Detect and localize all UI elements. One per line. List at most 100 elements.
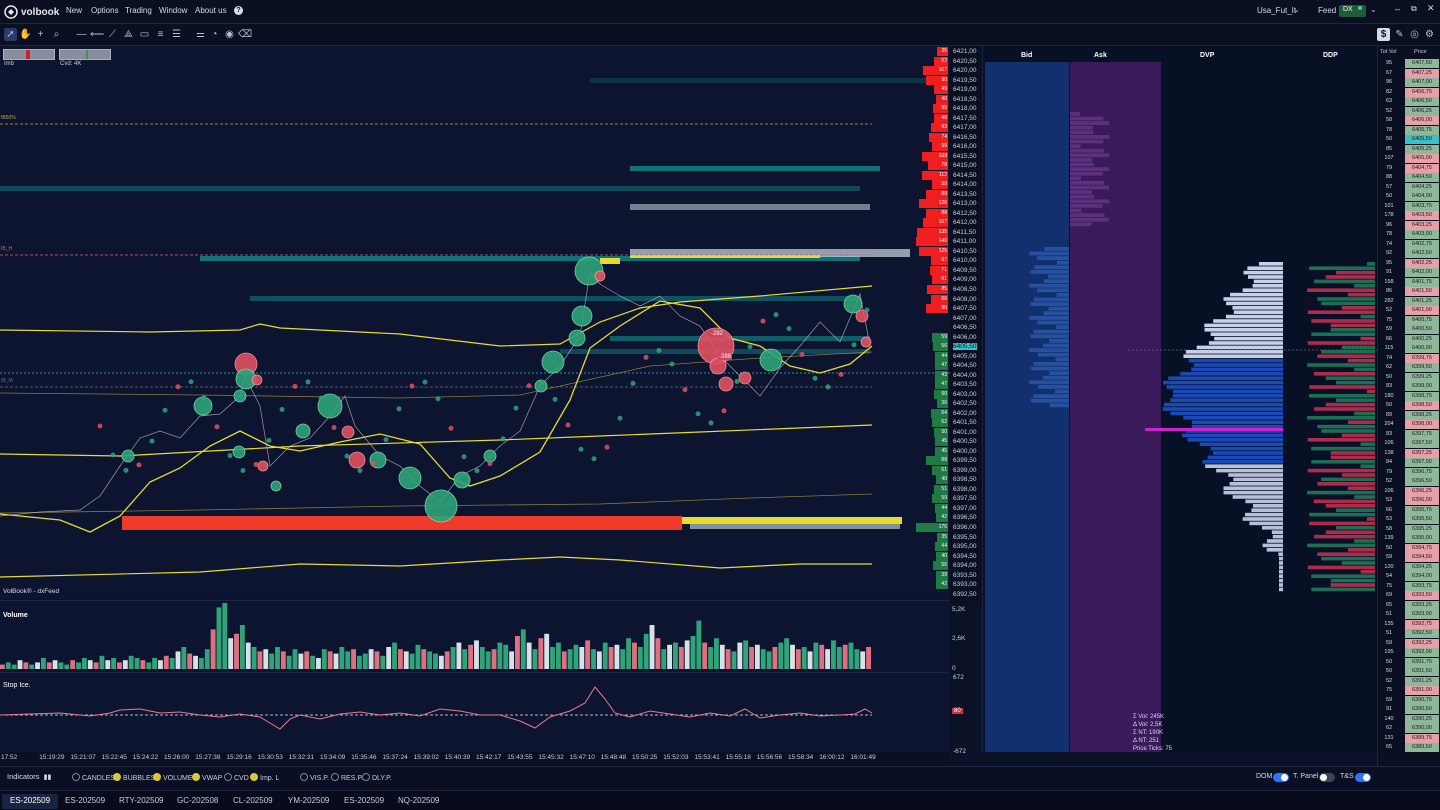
ladder-row[interactable]: 78 6403,00: [1378, 230, 1440, 239]
ladder-row[interactable]: 82 6406,75: [1378, 87, 1440, 97]
ladder-row[interactable]: 52 6391,25: [1378, 676, 1440, 686]
minimize-icon[interactable]: –: [1395, 4, 1401, 14]
price-axis[interactable]: 6421,00 6420,50 6420,00 6419,50 6419,00 6418,…: [950, 46, 982, 606]
ladder-row[interactable]: 50 6391,75: [1378, 657, 1440, 667]
tab-rty-202509[interactable]: RTY-202509: [119, 796, 164, 805]
ladder-row[interactable]: 75 6391,00: [1378, 686, 1440, 695]
ladder-row[interactable]: 106 6397,50: [1378, 439, 1440, 448]
tab-es-202509[interactable]: ES-202509: [65, 796, 106, 805]
opt-bubbles[interactable]: BUBBLES: [113, 773, 155, 782]
menu-about[interactable]: About us: [195, 6, 227, 15]
menu-options[interactable]: Options: [91, 6, 119, 15]
ladder-row[interactable]: 83 6399,00: [1378, 382, 1440, 391]
ladder-row[interactable]: 115 6400,00: [1378, 344, 1440, 353]
ladder-row[interactable]: 75 6400,75: [1378, 315, 1440, 325]
ladder-row[interactable]: 85 6405,25: [1378, 144, 1440, 154]
hand-icon[interactable]: ✋: [19, 29, 32, 40]
ladder-row[interactable]: 52 6396,50: [1378, 477, 1440, 486]
ladder-row[interactable]: 95 6407,50: [1378, 59, 1440, 68]
ladder-row[interactable]: 139 6395,00: [1378, 534, 1440, 543]
ladder-row[interactable]: 88 6404,50: [1378, 173, 1440, 182]
price-chart[interactable]: Imb Cvd: 4K IB50% IB_H IB_M -282 -388 Vo…: [0, 46, 950, 599]
ladder-row[interactable]: 138 6397,25: [1378, 448, 1440, 458]
indicators-button[interactable]: Indicators ▮▮: [7, 772, 51, 781]
ladder-row[interactable]: 50 6399,25: [1378, 372, 1440, 382]
ladder-row[interactable]: 92 6402,50: [1378, 249, 1440, 258]
tab-es-202509[interactable]: ES-202509: [344, 796, 385, 805]
ladder-row[interactable]: 59 6400,50: [1378, 325, 1440, 334]
ladder-row[interactable]: 58 6395,25: [1378, 524, 1440, 534]
cvd-widget[interactable]: [59, 49, 111, 60]
ladder-row[interactable]: 50 6404,00: [1378, 192, 1440, 201]
ladder-row[interactable]: 158 6401,75: [1378, 277, 1440, 287]
opt-dly-p[interactable]: DLY.P.: [362, 773, 392, 782]
gear-icon[interactable]: ⚙: [1425, 29, 1434, 40]
ladder-row[interactable]: 59 6390,75: [1378, 695, 1440, 705]
ts-ladder[interactable]: Tot Vol Price 95 6407,50 67 6407,25 96 6407,0…: [1377, 46, 1440, 786]
ladder-row[interactable]: 50 6394,75: [1378, 543, 1440, 553]
opt-imp-l[interactable]: Imp. L: [250, 773, 279, 782]
imb-widget[interactable]: [3, 49, 55, 60]
ladder-row[interactable]: 66 6395,75: [1378, 505, 1440, 515]
feed-badge[interactable]: DX: [1339, 5, 1366, 17]
ladder-row[interactable]: 67 6407,25: [1378, 68, 1440, 78]
ladder-row[interactable]: 62 6390,00: [1378, 724, 1440, 733]
ladder-row[interactable]: 52 6401,00: [1378, 306, 1440, 315]
ladder-row[interactable]: 75 6393,75: [1378, 581, 1440, 591]
hline-icon[interactable]: —: [76, 29, 87, 40]
opt-volume[interactable]: VOLUME: [153, 773, 193, 782]
zoom-icon[interactable]: ⌕: [53, 29, 60, 40]
ladder-row[interactable]: 58 6406,00: [1378, 116, 1440, 125]
ladder-row[interactable]: 69 6393,50: [1378, 591, 1440, 600]
ladder-row[interactable]: 131 6389,75: [1378, 733, 1440, 743]
ladder-row[interactable]: 59 6394,50: [1378, 553, 1440, 562]
cursor-icon[interactable]: ➚: [4, 28, 17, 41]
opt-cvd[interactable]: CVD: [224, 773, 249, 782]
ladder-row[interactable]: 50 6398,50: [1378, 401, 1440, 410]
tab-cl-202509[interactable]: CL-202509: [233, 796, 273, 805]
settings-sliders-icon[interactable]: ⚌: [196, 29, 205, 40]
ladder-row[interactable]: 96 6403,25: [1378, 220, 1440, 230]
ladder-row[interactable]: 78 6405,75: [1378, 125, 1440, 135]
ladder-row[interactable]: 79 6404,75: [1378, 163, 1440, 173]
ladder-row[interactable]: 57 6404,25: [1378, 182, 1440, 192]
menu-new[interactable]: New: [66, 6, 83, 15]
menu-trading[interactable]: Trading: [125, 6, 152, 15]
opt-vwap[interactable]: VWAP: [192, 773, 222, 782]
ladder-row[interactable]: 79 6396,75: [1378, 467, 1440, 477]
ladder-row[interactable]: 178 6403,50: [1378, 211, 1440, 220]
ladder-row[interactable]: 95 6402,25: [1378, 258, 1440, 268]
ladder-row[interactable]: 65 6389,50: [1378, 743, 1440, 752]
comment-icon[interactable]: ◉: [225, 29, 234, 40]
workspace-select[interactable]: Usa_Fut_It: [1257, 6, 1297, 15]
ladder-row[interactable]: 63 6406,50: [1378, 97, 1440, 106]
ladder-row[interactable]: 135 6392,75: [1378, 619, 1440, 629]
ladder-row[interactable]: 84 6397,00: [1378, 458, 1440, 467]
app-logo[interactable]: volbook: [4, 4, 59, 20]
rectangle-icon[interactable]: ▭: [139, 29, 150, 40]
ladder-row[interactable]: 66 6400,25: [1378, 334, 1440, 344]
restore-icon[interactable]: ⧉: [1411, 4, 1417, 13]
ladder-row[interactable]: 51 6392,50: [1378, 629, 1440, 638]
ladder-row[interactable]: 282 6401,25: [1378, 296, 1440, 306]
eraser-icon[interactable]: ⌫: [238, 29, 253, 40]
fibonacci-icon[interactable]: ≡: [157, 29, 164, 40]
ladder-row[interactable]: 195 6392,00: [1378, 648, 1440, 657]
ladder-row[interactable]: 106 6396,25: [1378, 486, 1440, 496]
opt-res-p[interactable]: RES.P.: [331, 773, 363, 782]
ladder-row[interactable]: 53 6396,00: [1378, 496, 1440, 505]
edit-icon[interactable]: ✎: [1395, 29, 1404, 40]
ladder-row[interactable]: 52 6406,25: [1378, 106, 1440, 116]
alert-icon[interactable]: ◔: [211, 29, 218, 40]
target-icon[interactable]: ◎: [1410, 29, 1419, 40]
ladder-row[interactable]: 51 6393,00: [1378, 610, 1440, 619]
chevron-down-icon[interactable]: ⌄: [1293, 5, 1300, 14]
tab-gc-202508[interactable]: GC-202508: [177, 796, 219, 805]
close-icon[interactable]: ✕: [1427, 3, 1435, 13]
ladder-row[interactable]: 74 6402,75: [1378, 239, 1440, 249]
chevron-down-icon[interactable]: ⌄: [1370, 5, 1377, 14]
ladder-row[interactable]: 140 6390,25: [1378, 714, 1440, 724]
ladder-row[interactable]: 180 6398,75: [1378, 391, 1440, 401]
ladder-row[interactable]: 86 6401,50: [1378, 287, 1440, 296]
menu-window[interactable]: Window: [159, 6, 188, 15]
